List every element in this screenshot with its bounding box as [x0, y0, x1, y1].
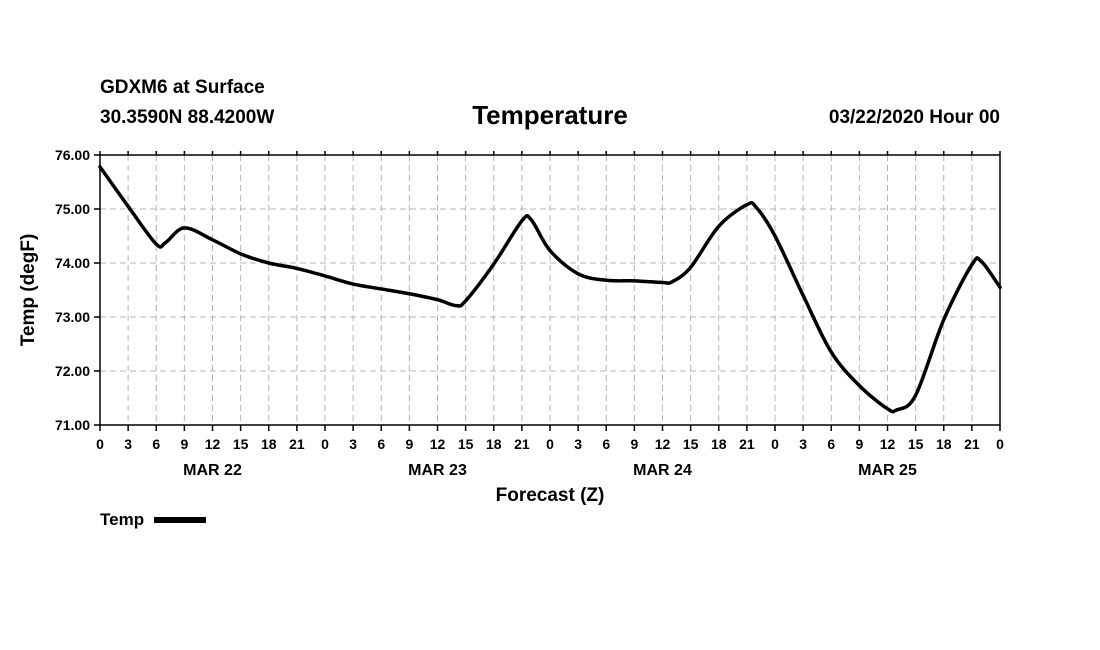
x-tick-label: 3	[124, 436, 132, 452]
x-tick-label: 18	[936, 436, 952, 452]
y-tick-label: 72.00	[55, 363, 90, 379]
x-tick-label: 15	[908, 436, 924, 452]
date-label: MAR 24	[633, 462, 692, 479]
x-tick-label: 6	[152, 436, 160, 452]
x-tick-label: 12	[880, 436, 896, 452]
y-tick-label: 74.00	[55, 255, 90, 271]
x-tick-label: 15	[458, 436, 474, 452]
chart-title: Temperature	[472, 100, 628, 130]
x-tick-label: 21	[739, 436, 755, 452]
date-label: MAR 22	[183, 462, 242, 479]
legend-swatch-temp	[154, 517, 207, 523]
x-tick-label: 9	[855, 436, 863, 452]
x-tick-label: 21	[514, 436, 530, 452]
forecast-run-label: 03/22/2020 Hour 00	[828, 107, 1000, 128]
x-tick-label: 21	[964, 436, 980, 452]
x-tick-label: 6	[827, 436, 835, 452]
x-tick-label: 6	[602, 436, 610, 452]
x-tick-label: 6	[377, 436, 385, 452]
x-tick-label: 9	[180, 436, 188, 452]
x-tick-label: 12	[205, 436, 221, 452]
x-tick-label: 12	[430, 436, 446, 452]
y-tick-label: 75.00	[55, 201, 90, 217]
legend: Temp	[100, 510, 207, 530]
x-tick-label: 12	[655, 436, 671, 452]
plot-frame	[99, 154, 1001, 426]
x-tick-label: 0	[96, 436, 104, 452]
x-tick-label: 0	[546, 436, 554, 452]
y-tick-label: 76.00	[55, 147, 90, 163]
x-tick-label: 9	[405, 436, 413, 452]
x-axis-label: Forecast (Z)	[496, 485, 605, 506]
x-tick-label: 15	[683, 436, 699, 452]
coordinates-label: 30.3590N 88.4200W	[100, 107, 275, 128]
x-tick-label: 3	[799, 436, 807, 452]
x-tick-label: 3	[574, 436, 582, 452]
y-tick-label: 71.00	[55, 417, 90, 433]
series-line-temp	[98, 165, 1002, 414]
x-tick-label: 0	[771, 436, 779, 452]
x-tick-label: 18	[711, 436, 727, 452]
x-tick-label: 0	[321, 436, 329, 452]
x-tick-label: 3	[349, 436, 357, 452]
date-label: MAR 23	[408, 462, 467, 479]
x-tick-label: 18	[486, 436, 502, 452]
x-tick-label: 0	[996, 436, 1004, 452]
x-tick-label: 21	[289, 436, 305, 452]
date-label: MAR 25	[858, 462, 917, 479]
x-tick-label: 9	[630, 436, 638, 452]
x-tick-label: 18	[261, 436, 277, 452]
x-tick-label: 15	[233, 436, 249, 452]
y-axis-label: Temp (degF)	[18, 234, 39, 347]
legend-label-temp: Temp	[100, 510, 145, 529]
y-tick-label: 73.00	[55, 309, 90, 325]
station-label: GDXM6 at Surface	[100, 77, 265, 98]
